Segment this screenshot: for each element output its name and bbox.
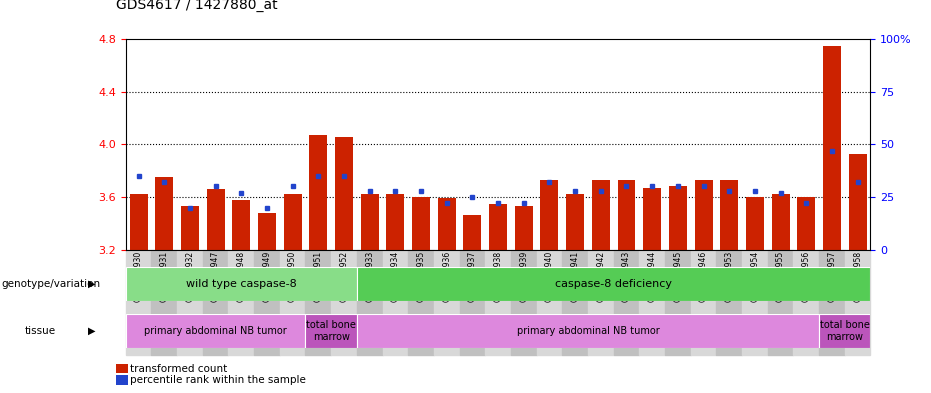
Text: genotype/variation: genotype/variation bbox=[2, 279, 101, 289]
Bar bbox=[819, 314, 870, 348]
Bar bbox=[746, 197, 764, 250]
Bar bbox=[309, 135, 328, 250]
Text: caspase-8 deficiency: caspase-8 deficiency bbox=[555, 279, 672, 289]
Bar bbox=[360, 195, 379, 250]
Bar bbox=[408, 250, 434, 354]
Bar bbox=[695, 180, 712, 250]
Bar bbox=[485, 250, 511, 354]
Text: primary abdominal NB tumor: primary abdominal NB tumor bbox=[144, 326, 287, 336]
Bar bbox=[566, 195, 584, 250]
Bar bbox=[844, 250, 870, 354]
Bar bbox=[511, 250, 536, 354]
Bar bbox=[617, 180, 636, 250]
Bar bbox=[155, 177, 173, 250]
Bar bbox=[640, 250, 665, 354]
Bar bbox=[819, 250, 844, 354]
Bar bbox=[849, 154, 867, 250]
Bar bbox=[562, 250, 588, 354]
Text: total bone
marrow: total bone marrow bbox=[820, 320, 870, 342]
Bar bbox=[203, 250, 228, 354]
Text: tissue: tissue bbox=[24, 326, 55, 336]
Text: percentile rank within the sample: percentile rank within the sample bbox=[130, 375, 306, 386]
Bar bbox=[126, 250, 152, 354]
Bar bbox=[228, 250, 254, 354]
Text: ▶: ▶ bbox=[88, 279, 95, 289]
Bar bbox=[152, 250, 177, 354]
Bar bbox=[412, 197, 430, 250]
Bar bbox=[434, 250, 460, 354]
Bar bbox=[772, 195, 789, 250]
Bar bbox=[207, 189, 224, 250]
Bar bbox=[129, 195, 147, 250]
Bar bbox=[464, 215, 481, 250]
Bar bbox=[823, 46, 841, 250]
Bar bbox=[254, 250, 280, 354]
Bar bbox=[768, 250, 793, 354]
Text: wild type caspase-8: wild type caspase-8 bbox=[186, 279, 297, 289]
Bar bbox=[335, 136, 353, 250]
Bar bbox=[614, 250, 640, 354]
Text: GDS4617 / 1427880_at: GDS4617 / 1427880_at bbox=[116, 0, 278, 12]
Bar bbox=[793, 250, 819, 354]
Text: transformed count: transformed count bbox=[130, 364, 227, 374]
Bar bbox=[126, 314, 305, 348]
Bar bbox=[126, 267, 357, 301]
Bar bbox=[438, 198, 455, 250]
Bar bbox=[331, 250, 357, 354]
Bar bbox=[232, 200, 250, 250]
Bar bbox=[258, 213, 276, 250]
Text: ▶: ▶ bbox=[88, 326, 95, 336]
Bar bbox=[592, 180, 610, 250]
Bar bbox=[668, 187, 687, 250]
Bar bbox=[691, 250, 716, 354]
Bar bbox=[357, 314, 819, 348]
Bar bbox=[284, 195, 302, 250]
Bar bbox=[536, 250, 562, 354]
Bar bbox=[305, 314, 357, 348]
Text: primary abdominal NB tumor: primary abdominal NB tumor bbox=[517, 326, 659, 336]
Bar bbox=[665, 250, 691, 354]
Bar bbox=[383, 250, 408, 354]
Bar bbox=[305, 250, 331, 354]
Bar bbox=[716, 250, 742, 354]
Bar bbox=[489, 204, 507, 250]
Bar bbox=[460, 250, 485, 354]
Bar bbox=[541, 180, 559, 250]
Bar bbox=[280, 250, 305, 354]
Bar bbox=[588, 250, 614, 354]
Bar bbox=[797, 197, 816, 250]
Bar bbox=[357, 250, 383, 354]
Bar bbox=[515, 206, 533, 250]
Text: total bone
marrow: total bone marrow bbox=[306, 320, 356, 342]
Bar bbox=[357, 267, 870, 301]
Bar bbox=[177, 250, 203, 354]
Bar bbox=[721, 180, 738, 250]
Bar bbox=[742, 250, 768, 354]
Bar bbox=[386, 195, 404, 250]
Bar bbox=[643, 188, 661, 250]
Bar bbox=[181, 206, 199, 250]
